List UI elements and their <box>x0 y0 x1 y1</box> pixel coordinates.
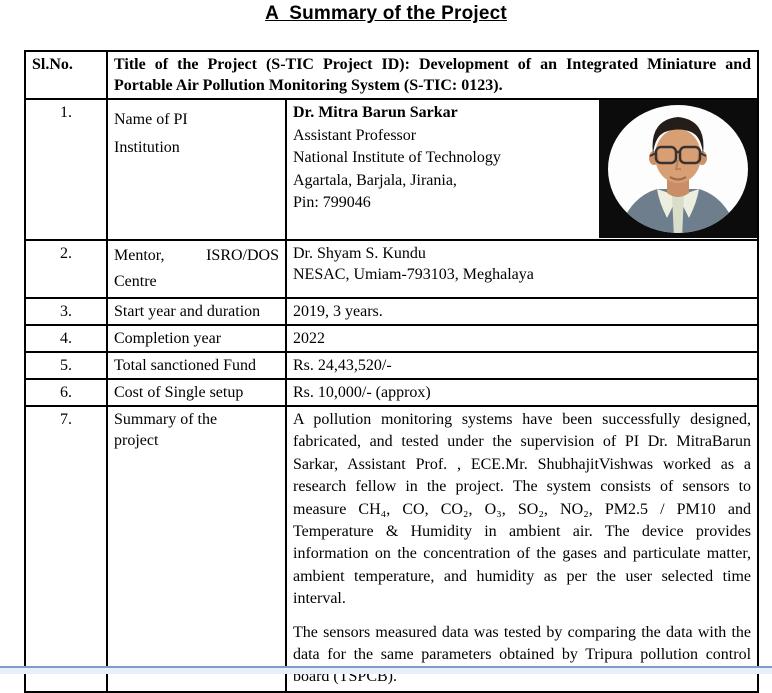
row2-serial: 2. <box>24 239 108 299</box>
pi-photo-image <box>599 100 758 238</box>
row4-serial: 4. <box>24 324 108 353</box>
row3-serial: 3. <box>24 297 108 326</box>
row1-label-cell: Name of PI Institution <box>106 98 287 241</box>
summary-paragraph-1: A pollution monitoring systems have been… <box>293 411 752 608</box>
row4-value: 2022 <box>284 324 760 353</box>
row5-value: Rs. 24,43,520/- <box>284 351 760 380</box>
row5-label: Total sanctioned Fund <box>106 351 287 380</box>
row2-label-word2: ISRO/DOS <box>206 247 279 264</box>
bottom-strip <box>0 668 772 674</box>
row7-label-cell: Summary of the project <box>106 405 287 693</box>
row1-value-cell: Dr. Mitra Barun Sarkar Assistant Profess… <box>284 98 760 241</box>
row6-serial: 6. <box>24 378 108 407</box>
row2-label: Mentor, ISRO/DOS Centre <box>114 243 279 295</box>
row1-serial: 1. <box>24 98 108 241</box>
project-summary-table: Sl.No. Title of the Project (S-TIC Proje… <box>24 50 760 693</box>
pi-pin: Pin: 799046 <box>293 194 371 211</box>
pi-photo <box>599 100 758 238</box>
pi-name: Dr. Mitra Barun Sarkar <box>293 104 458 121</box>
row2-label-cell: Mentor, ISRO/DOS Centre <box>106 239 287 299</box>
pi-designation: Assistant Professor <box>293 126 417 144</box>
table-row-pi: 1. Name of PI Institution Dr. Mitra Baru… <box>24 98 760 241</box>
row3-label: Start year and duration <box>106 297 287 326</box>
table-header-row: Sl.No. Title of the Project (S-TIC Proje… <box>24 50 760 100</box>
header-cell-project-title: Title of the Project (S-TIC Project ID):… <box>105 50 760 100</box>
mentor-centre: NESAC, Umiam-793103, Meghalaya <box>293 266 534 283</box>
table-row-sanctioned-fund: 5. Total sanctioned Fund Rs. 24,43,520/- <box>24 351 760 380</box>
row4-label: Completion year <box>106 324 287 353</box>
table-row-start-year: 3. Start year and duration 2019, 3 years… <box>24 297 760 326</box>
row1-label-line2: Institution <box>114 139 180 156</box>
row6-value: Rs. 10,000/- (approx) <box>284 378 760 407</box>
mentor-name: Dr. Shyam S. Kundu <box>293 245 426 262</box>
row6-label: Cost of Single setup <box>106 378 287 407</box>
row1-label-line1: Name of PI <box>114 111 188 128</box>
table-row-completion-year: 4. Completion year 2022 <box>24 324 760 353</box>
row7-label-line1: Summary of the <box>114 411 218 428</box>
table-row-setup-cost: 6. Cost of Single setup Rs. 10,000/- (ap… <box>24 378 760 407</box>
table-row-summary: 7. Summary of the project A pollution mo… <box>24 405 760 693</box>
header-cell-slno: Sl.No. <box>24 50 108 100</box>
table-row-mentor: 2. Mentor, ISRO/DOS Centre Dr. Shyam S. … <box>24 239 760 299</box>
summary-paragraph-2: The sensors measured data was tested by … <box>293 623 752 686</box>
row5-serial: 5. <box>24 351 108 380</box>
pi-address: Agartala, Barjala, Jirania, <box>293 171 457 189</box>
page-title: A Summary of the Project <box>265 3 507 24</box>
row7-label-line2: project <box>114 432 159 449</box>
row2-label-line2: Centre <box>114 273 157 290</box>
pi-details: Dr. Mitra Barun Sarkar Assistant Profess… <box>293 102 593 215</box>
row7-serial: 7. <box>24 405 108 693</box>
row7-value-cell: A pollution monitoring systems have been… <box>284 405 760 693</box>
row2-label-line1: Mentor, ISRO/DOS <box>114 243 279 269</box>
row1-label: Name of PI Institution <box>114 102 279 162</box>
pi-institute: National Institute of Technology <box>293 149 501 166</box>
row3-value: 2019, 3 years. <box>284 297 760 326</box>
row2-label-word1: Mentor, <box>114 247 165 264</box>
bottom-divider-line <box>0 666 772 668</box>
row2-value-cell: Dr. Shyam S. Kundu NESAC, Umiam-793103, … <box>284 239 760 299</box>
